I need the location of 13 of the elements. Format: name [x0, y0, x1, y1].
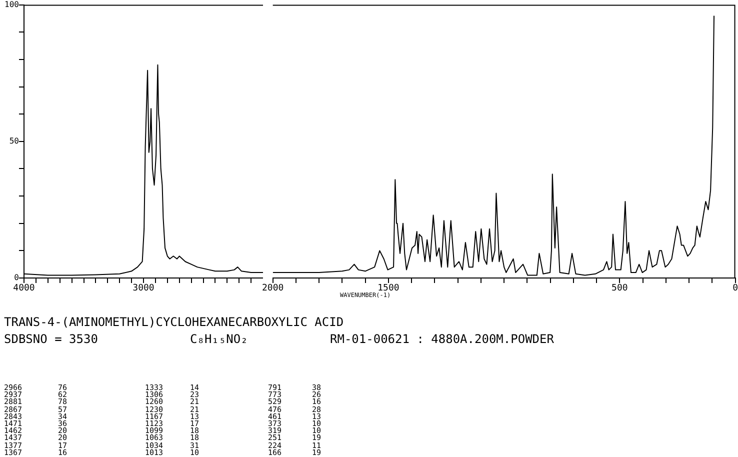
x-tick-label: 0 [732, 284, 738, 294]
text: RM-01-00621 : 4880A.200M.POWDER [330, 332, 554, 346]
y-tick-label: 100 [4, 0, 20, 9]
x-tick-label: 2000 [262, 284, 284, 294]
text: SDBSNO = 3530 [4, 332, 98, 346]
y-tick-label: 0 [14, 273, 20, 282]
x-tick-label: 500 [612, 284, 628, 294]
x-tick-label: 3000 [132, 284, 154, 294]
text: TRANS-4-(AMINOMETHYL)CYCLOHEXANECARBOXYLIC ACID [4, 315, 344, 329]
x-tick-label: 1500 [378, 284, 400, 294]
y-tick-label: 50 [9, 136, 20, 146]
text: C₈H₁₅NO₂ [190, 332, 248, 346]
x-tick-label: 4000 [13, 284, 35, 294]
